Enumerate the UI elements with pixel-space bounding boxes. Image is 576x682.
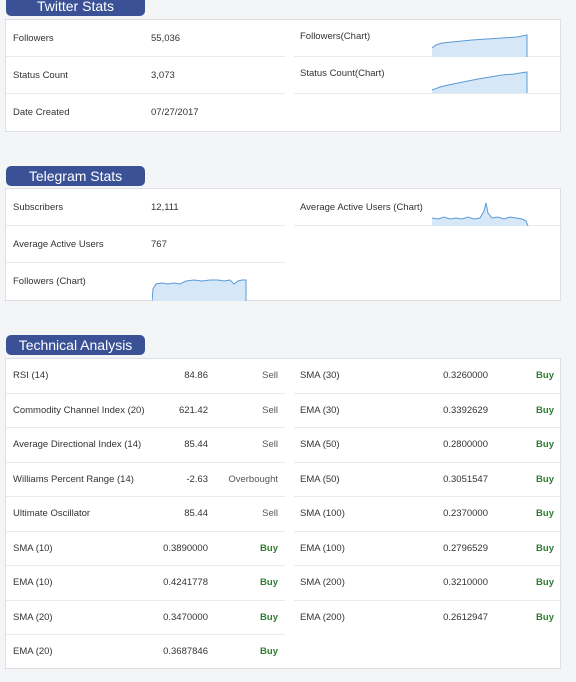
status-count-row: Status Count 3,073 [6, 57, 285, 94]
status-count-value: 3,073 [151, 70, 175, 81]
average-active-users-row: Average Active Users 767 [6, 226, 285, 263]
followers-chart-label: Followers(Chart) [300, 31, 371, 42]
subscribers-label: Subscribers [13, 202, 64, 213]
telegram-followers-chart-row: Followers (Chart) [6, 263, 285, 301]
followers-row: Followers 55,036 [6, 20, 285, 57]
followers-sparkline [432, 34, 528, 57]
followers-label: Followers [13, 33, 54, 44]
subscribers-row: Subscribers 12,111 [6, 189, 285, 226]
date-created-value: 07/27/2017 [151, 107, 199, 118]
table-row: EMA (10) 0.4241778 Buy [6, 566, 285, 601]
followers-value: 55,036 [151, 33, 181, 44]
table-row: Ultimate Oscillator 85.44 Sell [6, 497, 285, 532]
table-row: EMA (20) 0.3687846 Buy [13, 646, 278, 657]
table-row: EMA (30) 0.3392629 Buy [294, 394, 562, 428]
table-row: SMA (200) 0.3210000 Buy [294, 566, 562, 601]
table-row: SMA (10) 0.3890000 Buy [6, 532, 285, 566]
table-row: SMA (100) 0.2370000 Buy [294, 497, 562, 532]
date-created-row: Date Created 07/27/2017 [6, 94, 285, 131]
status-chart-label: Status Count(Chart) [300, 68, 385, 79]
avg-active-users-sparkline [432, 202, 529, 226]
telegram-followers-chart-label: Followers (Chart) [13, 276, 86, 287]
average-active-users-label: Average Active Users [13, 239, 104, 250]
date-created-label: Date Created [13, 107, 70, 118]
telegram-stats-tab: Telegram Stats [6, 166, 145, 186]
table-row: SMA (50) 0.2800000 Buy [294, 428, 562, 463]
table-row: SMA (30) 0.3260000 Buy [294, 359, 562, 394]
technical-analysis-tab: Technical Analysis [6, 335, 145, 355]
table-row: Commodity Channel Index (20) 621.42 Sell [6, 394, 285, 428]
table-row: Williams Percent Range (14) -2.63 Overbo… [6, 463, 285, 497]
technical-analysis-panel: RSI (14) 84.86 Sell Commodity Channel In… [5, 358, 562, 669]
followers-chart-row: Followers(Chart) [294, 20, 562, 57]
telegram-stats-panel: Subscribers 12,111 Average Active Users … [5, 188, 562, 301]
avg-active-users-chart-label: Average Active Users (Chart) [300, 202, 423, 213]
table-row: Average Directional Index (14) 85.44 Sel… [6, 428, 285, 463]
table-row: EMA (200) 0.2612947 Buy [300, 611, 554, 623]
table-row: EMA (50) 0.3051547 Buy [294, 463, 562, 497]
status-count-label: Status Count [13, 70, 68, 81]
status-chart-row: Status Count(Chart) [294, 57, 562, 94]
table-row: EMA (100) 0.2796529 Buy [294, 532, 562, 566]
twitter-stats-tab: Twitter Stats [6, 0, 145, 16]
subscribers-value: 12,111 [151, 202, 179, 213]
average-active-users-value: 767 [151, 239, 167, 250]
table-row: RSI (14) 84.86 Sell [6, 359, 285, 394]
twitter-stats-panel: Followers 55,036 Status Count 3,073 Date… [5, 19, 562, 132]
status-count-sparkline [432, 71, 528, 93]
avg-active-users-chart-row: Average Active Users (Chart) [294, 189, 562, 226]
table-row: SMA (20) 0.3470000 Buy [6, 601, 285, 635]
telegram-followers-sparkline [152, 279, 247, 301]
